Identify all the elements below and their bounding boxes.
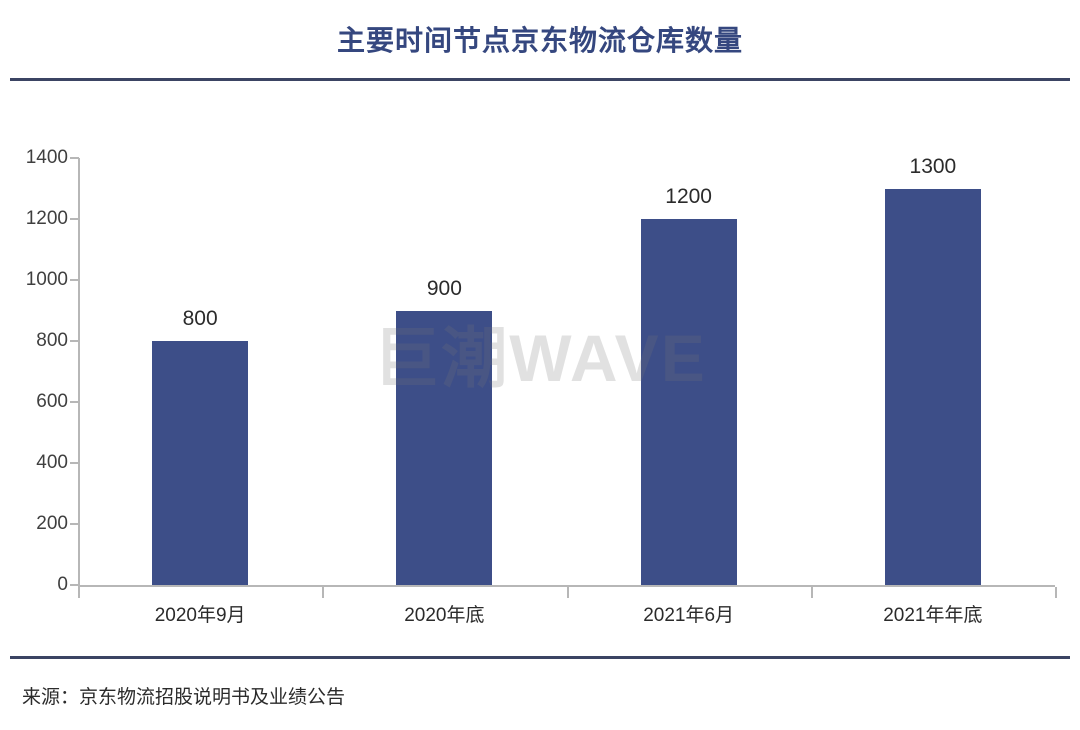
y-axis-tick-label: 1400 xyxy=(25,147,68,168)
y-axis-tick-label: 1000 xyxy=(25,269,68,290)
bar-value-label: 1300 xyxy=(909,154,957,178)
footer-divider xyxy=(10,656,1070,659)
y-axis-tick-label: 600 xyxy=(36,391,68,412)
y-axis-tick-mark xyxy=(70,401,79,403)
y-axis-tick-label: 1200 xyxy=(25,208,68,229)
bar[interactable] xyxy=(640,219,737,585)
y-axis-tick-mark xyxy=(70,523,79,525)
x-axis-tick-mark xyxy=(322,587,325,598)
bar[interactable] xyxy=(152,341,249,585)
y-axis-line xyxy=(78,158,80,585)
y-axis-tick-mark xyxy=(70,279,79,281)
source-note: 来源：京东物流招股说明书及业绩公告 xyxy=(22,687,346,708)
y-axis-tick-label: 400 xyxy=(36,452,68,473)
x-axis-tick-mark xyxy=(1055,587,1057,598)
x-axis-category-label: 2020年底 xyxy=(404,605,485,626)
y-axis-tick-label: 800 xyxy=(36,330,68,351)
x-axis-category-label: 2021年6月 xyxy=(643,605,735,626)
bar-value-label: 1200 xyxy=(665,185,712,208)
header-divider xyxy=(10,78,1070,81)
chart-area: 0 200 400 600 800 1000 1200 1400 800 900 1200 1300… xyxy=(0,81,1080,656)
bar-value-label: 800 xyxy=(182,307,218,330)
x-axis-tick-mark xyxy=(566,587,569,598)
x-axis-tick-mark xyxy=(78,587,80,598)
chart-footer: 来源：京东物流招股说明书及业绩公告 xyxy=(0,656,1080,730)
page-title: 主要时间节点京东物流仓库数量 xyxy=(336,25,743,56)
x-axis-category-label: 2020年9月 xyxy=(154,605,246,626)
bar-value-label: 900 xyxy=(426,276,462,300)
y-axis-tick-label: 200 xyxy=(36,513,68,534)
plot-region: 0 200 400 600 800 1000 1200 1400 800 900 1200 1300… xyxy=(0,81,1080,656)
bar[interactable] xyxy=(396,310,493,585)
y-axis-tick-mark xyxy=(70,462,79,464)
bars-layer xyxy=(0,81,1080,585)
y-axis-tick-label: 0 xyxy=(57,574,68,595)
x-axis-line xyxy=(78,585,1055,587)
x-axis-category-label: 2021年年底 xyxy=(883,605,983,626)
y-axis-tick-mark xyxy=(70,157,79,159)
x-axis-tick-mark xyxy=(810,587,813,598)
bar[interactable] xyxy=(884,188,981,585)
chart-header: 主要时间节点京东物流仓库数量 xyxy=(0,0,1080,78)
y-axis-tick-mark xyxy=(70,584,79,586)
y-axis-tick-mark xyxy=(70,218,79,220)
y-axis-tick-mark xyxy=(70,340,79,342)
